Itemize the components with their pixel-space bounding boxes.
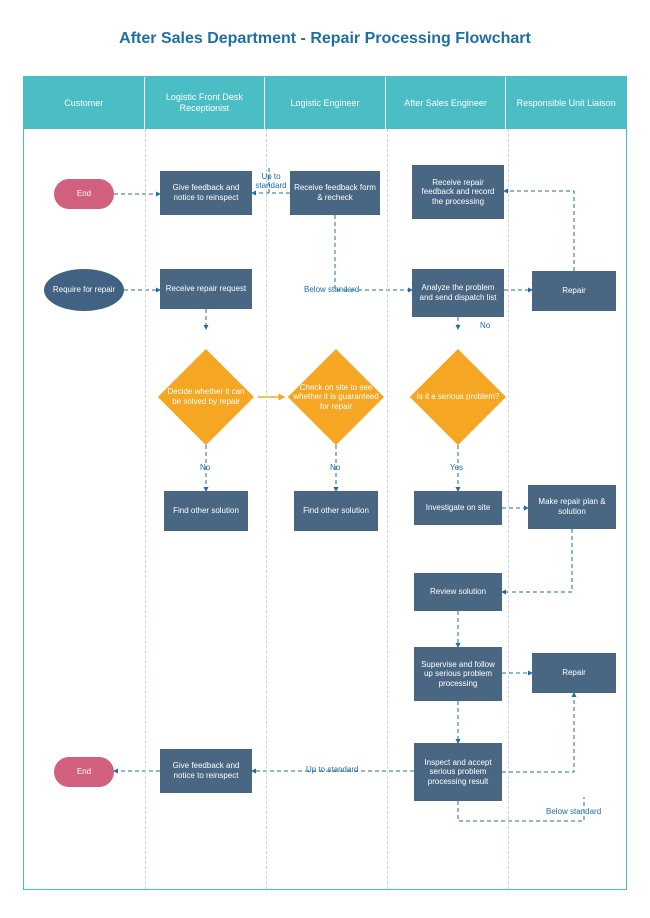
- node-label: Is it a serious problem?: [410, 349, 506, 445]
- rect-node: Repair: [532, 271, 616, 311]
- rect-node: Analyze the problem and send dispatch li…: [412, 269, 504, 317]
- flowchart-canvas: End Require for repair Give feedback and n…: [24, 129, 626, 889]
- edge-label: No: [480, 321, 490, 330]
- rect-node: Find other solution: [294, 491, 378, 531]
- node-label: Check on site to see whether it is guara…: [288, 349, 384, 445]
- edge-label: Up to standard: [253, 173, 289, 191]
- swimlane-header: After Sales Engineer: [386, 77, 507, 129]
- edge-label: No: [330, 463, 340, 472]
- lane-divider: [387, 129, 388, 889]
- edge-label: No: [200, 463, 210, 472]
- swimlane-headers: CustomerLogistic Front Desk Receptionist…: [24, 77, 626, 129]
- flowchart: CustomerLogistic Front Desk Receptionist…: [23, 76, 627, 890]
- lane-divider: [508, 129, 509, 889]
- pill-node: End: [54, 179, 114, 209]
- rect-node: Receive repair request: [160, 269, 252, 309]
- rect-node: Investigate on site: [414, 491, 502, 525]
- edge-label: Up to standard: [306, 765, 358, 774]
- rect-node: Receive repair feedback and record the p…: [412, 165, 504, 219]
- chart-title: After Sales Department - Repair Processi…: [20, 30, 630, 48]
- edge-label: Below standard: [304, 285, 359, 294]
- ellipse-node: Require for repair: [44, 269, 124, 311]
- swimlane-header: Logistic Front Desk Receptionist: [145, 77, 266, 129]
- rect-node: Give feedback and notice to reinspect: [160, 171, 252, 215]
- node-label: Decide whether it can be solved by repai…: [158, 349, 254, 445]
- pill-node: End: [54, 757, 114, 787]
- swimlane-header: Responsible Unit Liaison: [506, 77, 626, 129]
- rect-node: Inspect and accept serious problem proce…: [414, 743, 502, 801]
- rect-node: Repair: [532, 653, 616, 693]
- rect-node: Make repair plan & solution: [528, 485, 616, 529]
- edge-label: Below standard: [546, 807, 601, 816]
- rect-node: Review solution: [414, 573, 502, 611]
- swimlane-header: Customer: [24, 77, 145, 129]
- rect-node: Give feedback and notice to reinspect: [160, 749, 252, 793]
- swimlane-header: Logistic Engineer: [265, 77, 386, 129]
- rect-node: Supervise and follow up serious problem …: [414, 647, 502, 701]
- lane-divider: [266, 129, 267, 889]
- rect-node: Receive feedback form & recheck: [290, 171, 380, 215]
- page: After Sales Department - Repair Processi…: [0, 0, 650, 910]
- rect-node: Find other solution: [164, 491, 248, 531]
- edge-label: Yes: [450, 463, 463, 472]
- lane-divider: [145, 129, 146, 889]
